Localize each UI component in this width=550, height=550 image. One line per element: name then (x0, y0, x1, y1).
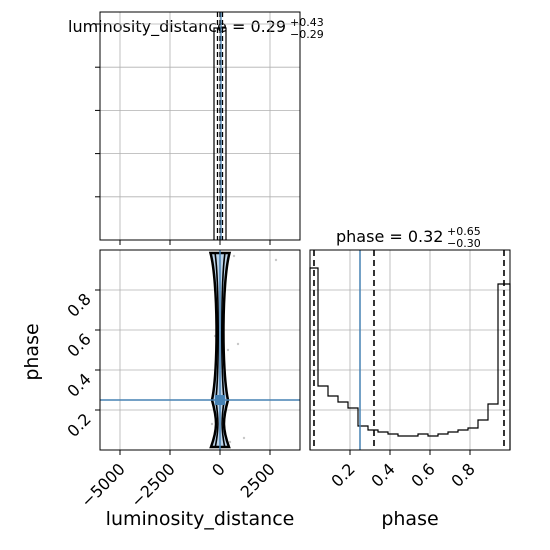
sample-point (232, 254, 236, 258)
phase-title-lower-error: −0.30 (447, 237, 481, 250)
phase-title: phase = 0.32 (336, 227, 443, 246)
sample-point (242, 436, 246, 440)
x-tick-label: 0.6 (407, 459, 438, 490)
luminosity-distance-title: luminosity_distance = 0.29 (68, 17, 286, 37)
x-axis-label-phase: phase (381, 508, 438, 530)
y-tick-label: 0.8 (63, 289, 94, 320)
panel-frame (309, 249, 511, 451)
panel-frame (99, 11, 301, 241)
density-contour-outer (208, 251, 232, 449)
x-axis-label-luminosity-distance: luminosity_distance (106, 508, 295, 530)
sample-point (228, 440, 232, 444)
truth-marker (215, 395, 225, 405)
luminosity-distance-title-upper-error: +0.43 (290, 16, 324, 29)
y-tick-label: 0.2 (63, 409, 94, 440)
density-contour-inner (214, 252, 226, 448)
phase-title-upper-error: +0.65 (447, 225, 481, 238)
x-tick-label: 0 (208, 459, 229, 480)
x-tick-label: 2500 (237, 459, 279, 501)
histogram-step (309, 267, 511, 450)
sample-point (274, 258, 278, 262)
x-tick-label: 0.4 (367, 459, 398, 490)
joint-posterior-panel: −5000−2500 0 2500 0.2 0.4 0.6 0.8 (63, 249, 301, 511)
y-tick-label: 0.6 (63, 329, 94, 360)
panel-frame (99, 249, 301, 451)
phase-histogram-panel: phase = 0.32 0.2 0.4 0.6 0.8 +0.65−0.30 (309, 225, 511, 491)
x-tick-label: 0.8 (447, 459, 478, 490)
luminosity-distance-title-lower-error: −0.29 (290, 28, 324, 41)
x-tick-label: −2500 (127, 459, 179, 511)
sample-point (226, 348, 230, 352)
x-tick-label: 0.2 (327, 459, 358, 490)
sample-point (210, 422, 214, 426)
y-tick-label: 0.4 (63, 369, 94, 400)
axis-labels: luminosity_distance phase phase (21, 323, 439, 530)
luminosity-distance-histogram-panel: luminosity_distance = 0.29 +0.43−0.29 (68, 11, 324, 245)
x-tick-label: −5000 (77, 459, 129, 511)
y-axis-label-phase: phase (21, 323, 43, 380)
sample-point (236, 342, 240, 346)
